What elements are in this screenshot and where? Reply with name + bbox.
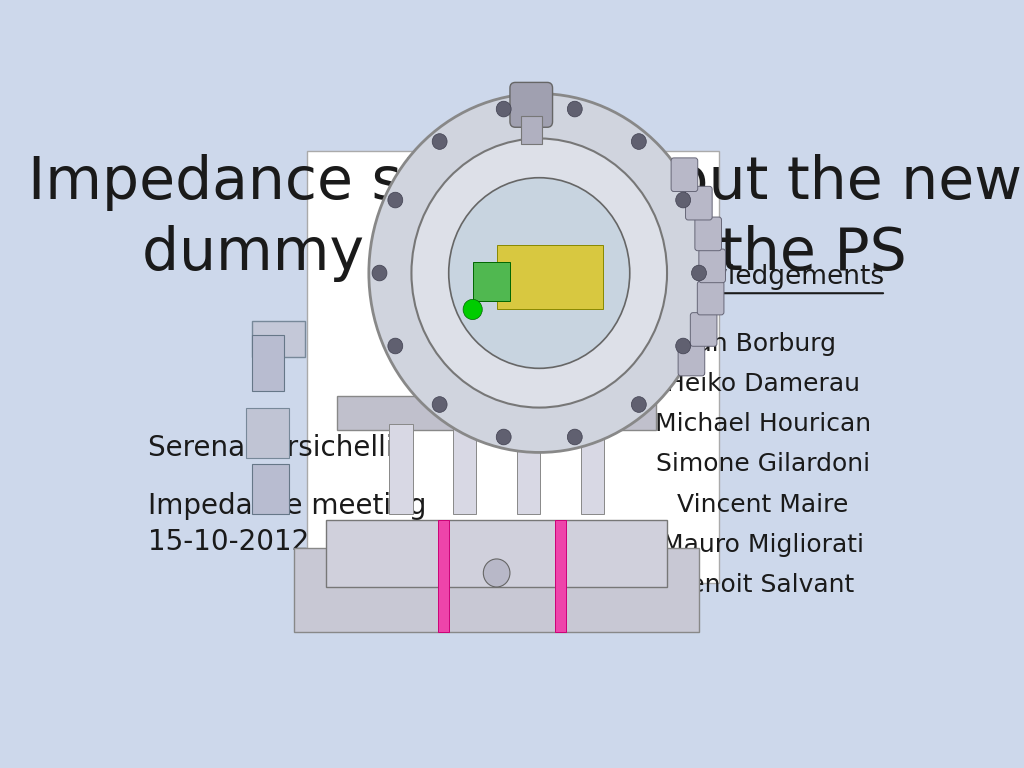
Circle shape xyxy=(388,338,402,354)
Circle shape xyxy=(372,265,387,281)
Circle shape xyxy=(567,429,583,445)
FancyBboxPatch shape xyxy=(685,187,712,220)
FancyBboxPatch shape xyxy=(294,548,699,632)
FancyBboxPatch shape xyxy=(438,520,449,632)
FancyBboxPatch shape xyxy=(327,520,667,587)
Circle shape xyxy=(463,300,482,319)
Circle shape xyxy=(632,397,646,412)
Circle shape xyxy=(632,134,646,149)
FancyBboxPatch shape xyxy=(695,217,722,250)
Text: Serena Persichelli: Serena Persichelli xyxy=(147,434,393,462)
Circle shape xyxy=(676,192,690,208)
Text: Impedance studies about the new
dummy septum for the PS: Impedance studies about the new dummy se… xyxy=(28,154,1022,282)
Circle shape xyxy=(497,429,511,445)
FancyBboxPatch shape xyxy=(306,151,719,583)
Text: Benoit Salvant: Benoit Salvant xyxy=(672,573,854,597)
Text: Michael Hourican: Michael Hourican xyxy=(654,412,871,436)
FancyBboxPatch shape xyxy=(671,158,697,191)
FancyBboxPatch shape xyxy=(497,245,603,310)
Text: Aknowledgements: Aknowledgements xyxy=(641,263,885,290)
Circle shape xyxy=(567,101,583,117)
Circle shape xyxy=(412,138,667,408)
FancyBboxPatch shape xyxy=(510,82,553,127)
FancyBboxPatch shape xyxy=(473,262,510,301)
Text: Simone Gilardoni: Simone Gilardoni xyxy=(655,452,870,476)
Text: Heiko Damerau: Heiko Damerau xyxy=(666,372,860,396)
FancyBboxPatch shape xyxy=(581,425,604,514)
FancyBboxPatch shape xyxy=(252,321,305,357)
FancyBboxPatch shape xyxy=(555,520,566,632)
FancyBboxPatch shape xyxy=(678,343,705,376)
Circle shape xyxy=(449,177,630,369)
Text: Vincent Maire: Vincent Maire xyxy=(677,492,849,517)
Circle shape xyxy=(388,192,402,208)
FancyBboxPatch shape xyxy=(698,249,725,283)
Circle shape xyxy=(497,101,511,117)
FancyBboxPatch shape xyxy=(252,335,284,391)
FancyBboxPatch shape xyxy=(252,464,289,514)
FancyBboxPatch shape xyxy=(247,408,289,458)
FancyBboxPatch shape xyxy=(697,281,724,315)
Circle shape xyxy=(483,559,510,587)
Circle shape xyxy=(676,338,690,354)
Circle shape xyxy=(369,94,710,452)
FancyBboxPatch shape xyxy=(520,116,542,144)
Text: Jan Borburg: Jan Borburg xyxy=(689,332,837,356)
Circle shape xyxy=(691,265,707,281)
Circle shape xyxy=(432,397,447,412)
FancyBboxPatch shape xyxy=(517,425,541,514)
Circle shape xyxy=(432,134,447,149)
FancyBboxPatch shape xyxy=(453,425,476,514)
Text: Mauro Migliorati: Mauro Migliorati xyxy=(662,533,864,557)
FancyBboxPatch shape xyxy=(389,425,413,514)
FancyBboxPatch shape xyxy=(690,313,717,346)
FancyBboxPatch shape xyxy=(337,396,656,430)
Text: Impedance meeting
15-10-2012: Impedance meeting 15-10-2012 xyxy=(147,492,426,556)
